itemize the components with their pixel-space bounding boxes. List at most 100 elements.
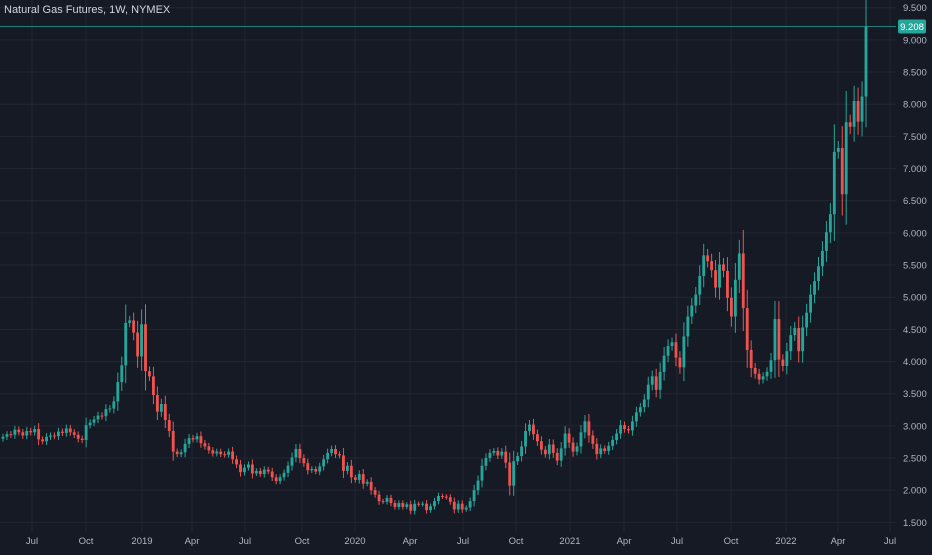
candle-down	[753, 367, 757, 374]
candle-down	[706, 255, 710, 262]
y-tick-label: 6.000	[903, 228, 927, 239]
candle-up	[104, 409, 108, 417]
candle-up	[429, 506, 432, 511]
candle-up	[96, 415, 100, 420]
candle-down	[207, 446, 211, 451]
candle-down	[235, 459, 238, 465]
candle-up	[824, 232, 828, 251]
candle-down	[136, 332, 140, 357]
candle-down	[80, 438, 84, 441]
candle-down	[496, 450, 500, 456]
candle-up	[13, 429, 17, 435]
candle-down	[53, 435, 56, 437]
candle-up	[698, 275, 702, 295]
candle-up	[262, 469, 266, 475]
candle-down	[171, 431, 175, 452]
candle-down	[314, 468, 318, 472]
candle-down	[452, 501, 456, 510]
candle-up	[484, 458, 488, 466]
candle-down	[239, 464, 242, 473]
candle-down	[460, 503, 464, 510]
x-tick-label: Jul	[239, 536, 251, 547]
candle-down	[298, 449, 302, 459]
candle-down	[623, 425, 626, 430]
candle-up	[789, 335, 793, 352]
candle-up	[112, 401, 116, 409]
candle-down	[361, 474, 365, 484]
candle-up	[140, 324, 143, 357]
candle-up	[282, 472, 286, 478]
candle-up	[801, 327, 805, 352]
candle-down	[152, 376, 155, 395]
candle-up	[773, 319, 777, 361]
candle-up	[512, 461, 516, 486]
candle-up	[761, 376, 765, 380]
candle-down	[144, 324, 147, 372]
candle-up	[413, 503, 417, 511]
candle-up	[638, 407, 642, 413]
candle-down	[749, 349, 753, 368]
candle-up	[631, 421, 634, 431]
candle-up	[737, 253, 741, 280]
candle-down	[199, 436, 203, 444]
candle-down	[444, 496, 448, 498]
candle-down	[223, 454, 227, 456]
candle-up	[634, 412, 638, 422]
candle-down	[266, 469, 270, 472]
candle-up	[642, 399, 646, 408]
candle-up	[365, 481, 369, 484]
candle-up	[832, 151, 836, 215]
candle-up	[524, 431, 527, 447]
candle-down	[440, 495, 444, 497]
candle-up	[852, 100, 856, 127]
candle-down	[848, 122, 852, 127]
candle-down	[381, 501, 385, 503]
candle-down	[567, 433, 571, 443]
candle-up	[785, 351, 789, 367]
candle-up	[718, 264, 721, 288]
candle-up	[278, 477, 282, 482]
candle-down	[72, 432, 76, 435]
y-tick-label: 8.500	[903, 68, 927, 79]
candle-down	[757, 373, 761, 380]
y-tick-label: 9.000	[903, 35, 927, 46]
x-tick-label: Oct	[724, 536, 739, 547]
candle-down	[29, 431, 33, 433]
candle-up	[159, 403, 163, 412]
x-tick-label: Jul	[671, 536, 683, 547]
candle-down	[41, 439, 45, 442]
candle-up	[821, 250, 824, 267]
candle-up	[864, 26, 868, 97]
candle-down	[219, 451, 223, 455]
y-tick-label: 7.000	[903, 164, 927, 175]
candle-down	[250, 464, 254, 474]
candle-down	[722, 264, 725, 271]
candle-down	[678, 357, 682, 368]
chart-title: Natural Gas Futures, 1W, NYMEX	[4, 4, 171, 16]
candle-up	[662, 355, 666, 372]
candle-up	[84, 425, 88, 441]
last-price-tag	[898, 19, 926, 34]
candle-down	[551, 444, 555, 453]
candle-up	[124, 322, 128, 366]
candle-down	[840, 147, 844, 195]
y-tick-label: 7.500	[903, 132, 927, 143]
candle-up	[650, 376, 654, 385]
candle-down	[369, 481, 373, 491]
candle-down	[274, 477, 278, 482]
x-tick-label: 2019	[131, 536, 152, 547]
candle-down	[745, 308, 749, 350]
candle-down	[231, 451, 235, 460]
candle-up	[286, 465, 290, 473]
candle-down	[504, 451, 508, 463]
y-tick-label: 4.000	[903, 357, 927, 368]
candle-up	[183, 443, 187, 453]
candle-up	[607, 445, 611, 451]
candle-up	[187, 438, 191, 444]
candle-up	[357, 474, 361, 480]
candle-down	[674, 342, 678, 358]
candle-up	[793, 328, 797, 336]
candle-up	[682, 336, 686, 368]
candle-up	[116, 382, 120, 402]
